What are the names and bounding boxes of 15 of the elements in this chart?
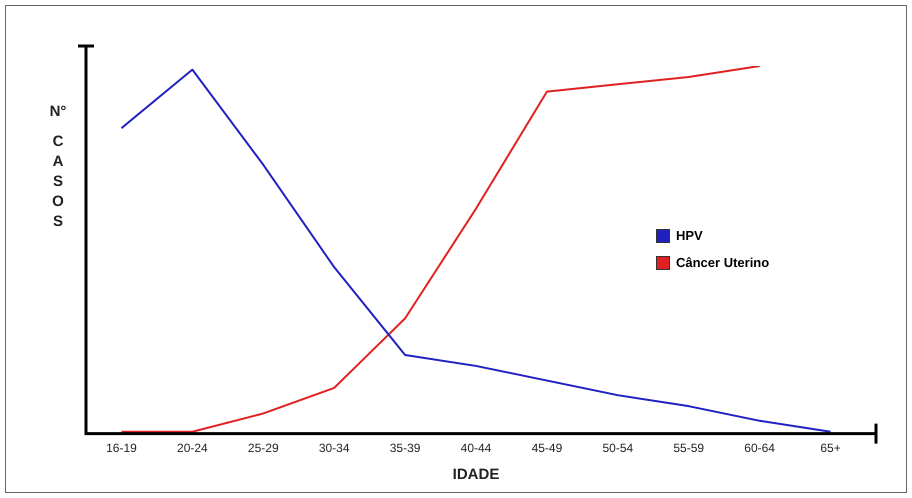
x-tick-label: 45-49 bbox=[532, 441, 563, 456]
x-tick-label: 65+ bbox=[820, 441, 841, 456]
x-tick-label: 50-54 bbox=[602, 441, 634, 456]
x-tick-label: 16-19 bbox=[106, 441, 138, 456]
x-axis-title: IDADE bbox=[452, 466, 500, 484]
x-tick-label: 40-44 bbox=[460, 441, 492, 456]
x-tick-label: 60-64 bbox=[744, 441, 776, 456]
x-tick-label: 20-24 bbox=[177, 441, 208, 456]
x-tick-label: 35-39 bbox=[390, 441, 421, 456]
y-axis-title: N° CASOS bbox=[50, 103, 66, 230]
x-tick-label: 30-34 bbox=[318, 441, 350, 456]
x-tick-label: 55-59 bbox=[673, 441, 704, 456]
legend-label: Câncer Uterino bbox=[676, 255, 770, 270]
x-tick-label: 25-29 bbox=[248, 441, 279, 456]
legend-label: HPV bbox=[676, 228, 703, 243]
